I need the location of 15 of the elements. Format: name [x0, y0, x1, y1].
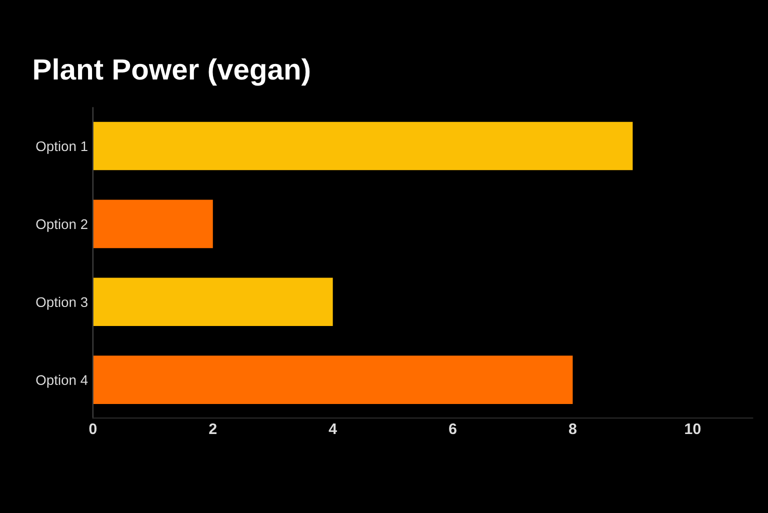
bar: [92, 200, 213, 248]
x-tick-label: 10: [685, 423, 701, 434]
x-tick-label: 2: [209, 423, 217, 434]
y-tick-label: Option 3: [36, 296, 88, 310]
bar: [92, 278, 333, 326]
x-tick-label: 4: [328, 424, 337, 434]
x-tick-label: 6: [449, 423, 456, 434]
bar: [92, 356, 573, 404]
y-tick-label: Option 2: [36, 218, 88, 232]
chart-title: Plant Power (vegan): [34, 58, 310, 86]
x-tick-label: 8: [568, 423, 576, 434]
y-tick-label: Option 1: [36, 140, 88, 154]
x-tick-label: 0: [89, 423, 97, 434]
y-tick-label: Option 4: [36, 374, 88, 388]
bar: [92, 122, 633, 170]
